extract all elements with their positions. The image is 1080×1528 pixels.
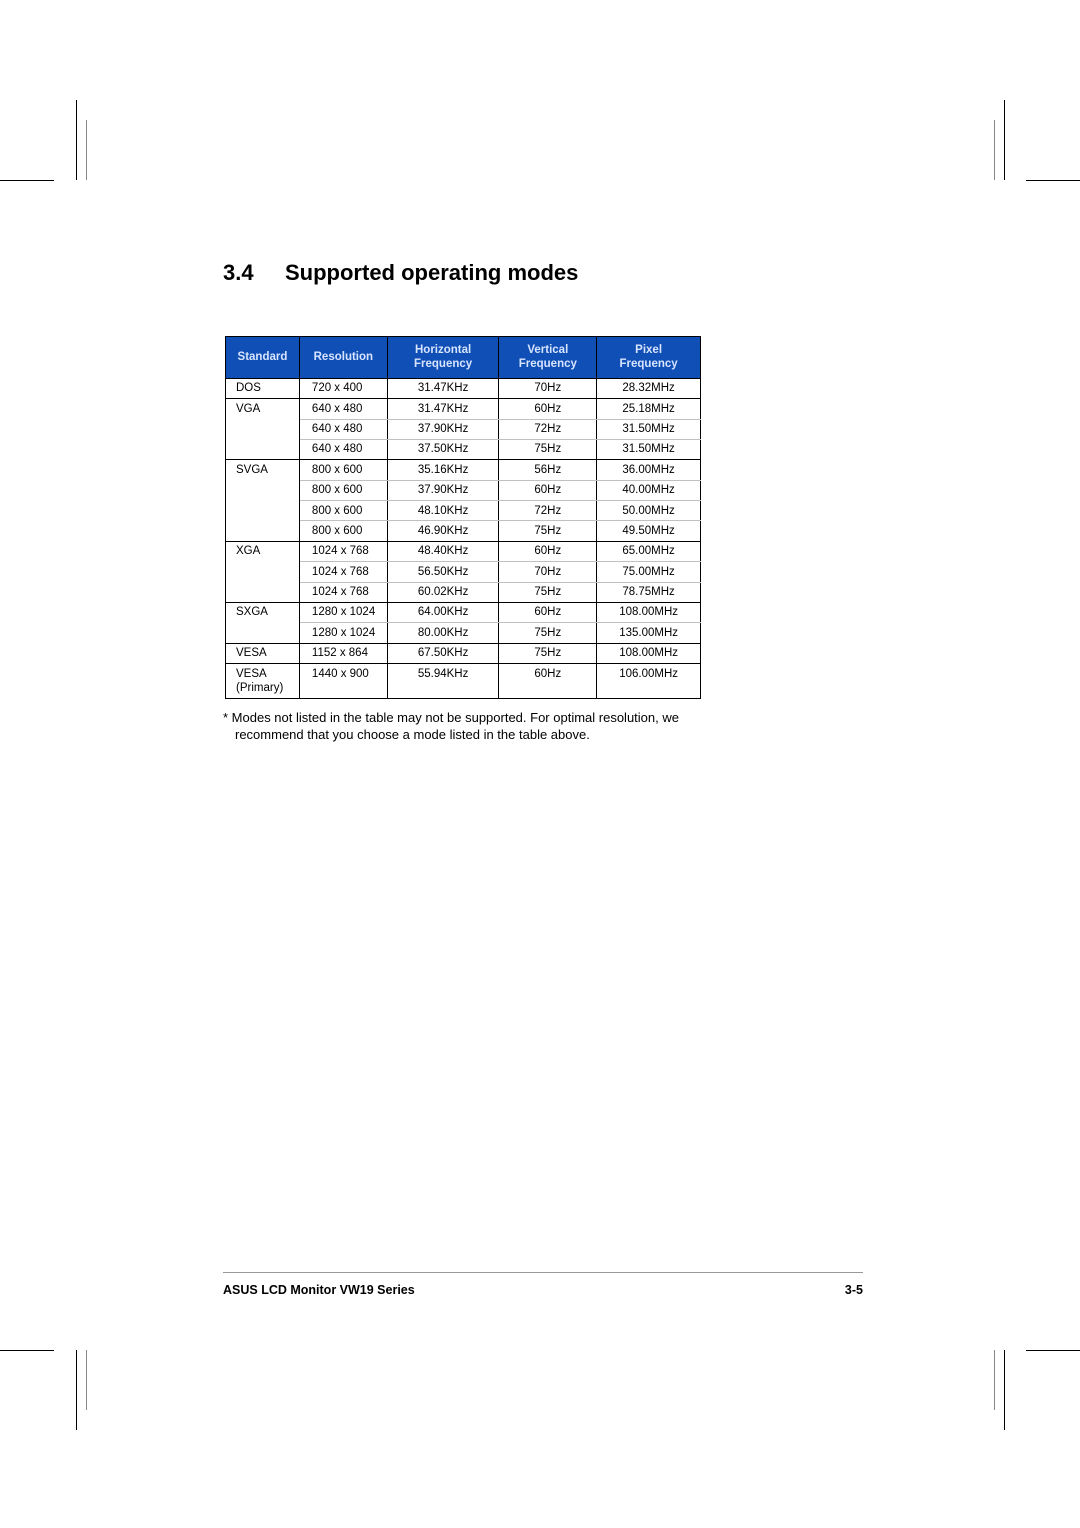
table-row: VGA640 x 48031.47KHz60Hz25.18MHz	[226, 399, 701, 419]
vfreq-cell: 56Hz	[499, 460, 597, 480]
section-title: Supported operating modes	[285, 260, 578, 285]
hfreq-cell: 37.90KHz	[387, 419, 499, 439]
hfreq-cell: 37.50KHz	[387, 439, 499, 459]
pfreq-cell: 75.00MHz	[597, 562, 701, 582]
vfreq-cell: 60Hz	[499, 602, 597, 622]
pfreq-cell: 25.18MHz	[597, 399, 701, 419]
pfreq-cell: 65.00MHz	[597, 541, 701, 561]
resolution-cell: 800 x 600	[299, 521, 387, 541]
hfreq-cell: 37.90KHz	[387, 480, 499, 500]
hfreq-cell: 48.10KHz	[387, 501, 499, 521]
hfreq-cell: 31.47KHz	[387, 378, 499, 398]
table-row: VESA(Primary)1440 x 90055.94KHz60Hz106.0…	[226, 664, 701, 699]
page-footer: ASUS LCD Monitor VW19 Series 3-5	[223, 1272, 863, 1297]
standard-cell: XGA	[226, 541, 300, 602]
vfreq-cell: 72Hz	[499, 419, 597, 439]
vfreq-cell: 75Hz	[499, 439, 597, 459]
hfreq-cell: 67.50KHz	[387, 643, 499, 663]
vfreq-cell: 70Hz	[499, 562, 597, 582]
col-header-1: Resolution	[299, 337, 387, 379]
page-content: 3.4Supported operating modes StandardRes…	[223, 260, 863, 757]
hfreq-cell: 56.50KHz	[387, 562, 499, 582]
table-row: SXGA1280 x 102464.00KHz60Hz108.00MHz	[226, 602, 701, 622]
modes-table: StandardResolutionHorizontalFrequencyVer…	[225, 336, 701, 699]
resolution-cell: 1024 x 768	[299, 562, 387, 582]
pfreq-cell: 31.50MHz	[597, 419, 701, 439]
hfreq-cell: 48.40KHz	[387, 541, 499, 561]
standard-cell: VGA	[226, 399, 300, 460]
resolution-cell: 800 x 600	[299, 460, 387, 480]
pfreq-cell: 28.32MHz	[597, 378, 701, 398]
pfreq-cell: 36.00MHz	[597, 460, 701, 480]
table-header: StandardResolutionHorizontalFrequencyVer…	[226, 337, 701, 379]
pfreq-cell: 49.50MHz	[597, 521, 701, 541]
hfreq-cell: 60.02KHz	[387, 582, 499, 602]
pfreq-cell: 40.00MHz	[597, 480, 701, 500]
vfreq-cell: 60Hz	[499, 399, 597, 419]
vfreq-cell: 75Hz	[499, 643, 597, 663]
vfreq-cell: 75Hz	[499, 582, 597, 602]
pfreq-cell: 78.75MHz	[597, 582, 701, 602]
pfreq-cell: 50.00MHz	[597, 501, 701, 521]
standard-cell: VESA	[226, 643, 300, 663]
resolution-cell: 1024 x 768	[299, 582, 387, 602]
resolution-cell: 1024 x 768	[299, 541, 387, 561]
standard-cell: VESA(Primary)	[226, 664, 300, 699]
table-row: SVGA800 x 60035.16KHz56Hz36.00MHz	[226, 460, 701, 480]
hfreq-cell: 64.00KHz	[387, 602, 499, 622]
vfreq-cell: 72Hz	[499, 501, 597, 521]
col-header-0: Standard	[226, 337, 300, 379]
vfreq-cell: 60Hz	[499, 480, 597, 500]
hfreq-cell: 55.94KHz	[387, 664, 499, 699]
pfreq-cell: 108.00MHz	[597, 602, 701, 622]
vfreq-cell: 60Hz	[499, 664, 597, 699]
table-row: XGA1024 x 76848.40KHz60Hz65.00MHz	[226, 541, 701, 561]
vfreq-cell: 75Hz	[499, 623, 597, 643]
table-row: VESA1152 x 86467.50KHz75Hz108.00MHz	[226, 643, 701, 663]
footer-right: 3-5	[845, 1283, 863, 1297]
standard-cell: SVGA	[226, 460, 300, 542]
resolution-cell: 800 x 600	[299, 480, 387, 500]
resolution-cell: 1152 x 864	[299, 643, 387, 663]
col-header-2: HorizontalFrequency	[387, 337, 499, 379]
resolution-cell: 1280 x 1024	[299, 602, 387, 622]
table-row: DOS720 x 40031.47KHz70Hz28.32MHz	[226, 378, 701, 398]
resolution-cell: 640 x 480	[299, 439, 387, 459]
pfreq-cell: 31.50MHz	[597, 439, 701, 459]
standard-cell: SXGA	[226, 602, 300, 643]
col-header-4: PixelFrequency	[597, 337, 701, 379]
standard-cell: DOS	[226, 378, 300, 398]
resolution-cell: 1280 x 1024	[299, 623, 387, 643]
hfreq-cell: 35.16KHz	[387, 460, 499, 480]
resolution-cell: 800 x 600	[299, 501, 387, 521]
resolution-cell: 1440 x 900	[299, 664, 387, 699]
resolution-cell: 720 x 400	[299, 378, 387, 398]
hfreq-cell: 46.90KHz	[387, 521, 499, 541]
footnote: * Modes not listed in the table may not …	[223, 709, 703, 744]
resolution-cell: 640 x 480	[299, 419, 387, 439]
pfreq-cell: 106.00MHz	[597, 664, 701, 699]
pfreq-cell: 108.00MHz	[597, 643, 701, 663]
footer-left: ASUS LCD Monitor VW19 Series	[223, 1283, 415, 1297]
vfreq-cell: 75Hz	[499, 521, 597, 541]
vfreq-cell: 60Hz	[499, 541, 597, 561]
col-header-3: VerticalFrequency	[499, 337, 597, 379]
vfreq-cell: 70Hz	[499, 378, 597, 398]
pfreq-cell: 135.00MHz	[597, 623, 701, 643]
section-heading: 3.4Supported operating modes	[223, 260, 863, 286]
hfreq-cell: 31.47KHz	[387, 399, 499, 419]
resolution-cell: 640 x 480	[299, 399, 387, 419]
hfreq-cell: 80.00KHz	[387, 623, 499, 643]
section-number: 3.4	[223, 260, 285, 286]
